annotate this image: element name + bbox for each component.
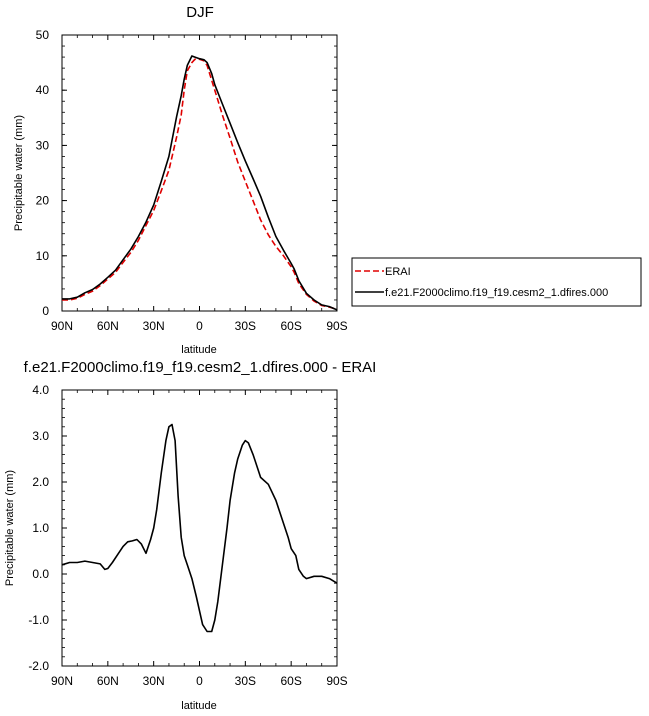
- x-tick-label: 0: [196, 674, 203, 688]
- x-axis-label: latitude: [181, 344, 216, 356]
- x-tick-label: 60N: [97, 319, 119, 333]
- y-tick-label: 3.0: [32, 429, 49, 443]
- y-tick-label: 40: [36, 83, 50, 97]
- y-tick-label: 20: [36, 194, 50, 208]
- series-group: [62, 55, 338, 311]
- legend-label-model: f.e21.F2000climo.f19_f19.cesm2_1.dfires.…: [385, 287, 608, 299]
- y-tick-label: 1.0: [32, 521, 49, 535]
- series-group: [61, 423, 338, 633]
- x-tick-label: 30S: [235, 319, 256, 333]
- y-tick-label: 30: [36, 138, 50, 152]
- y-tick-label: 50: [36, 28, 50, 42]
- legend-box: [351, 257, 642, 307]
- x-tick-label: 0: [196, 319, 203, 333]
- chart-title: f.e21.F2000climo.f19_f19.cesm2_1.dfires.…: [24, 359, 377, 376]
- legend-label-erai: ERAI: [385, 266, 411, 278]
- y-tick-label: 2.0: [32, 475, 49, 489]
- x-tick-label: 60S: [280, 674, 301, 688]
- x-axis-label: latitude: [181, 700, 216, 712]
- y-axis-label: Precipitable water (mm): [13, 115, 25, 231]
- plot-frame: [61, 389, 338, 667]
- tick-group: 90N 60N 30N 0 30S 60S 90S -2.0 -1.0 0.0 1.0 2.0 3.0 4…: [28, 383, 347, 688]
- x-tick-label: 90S: [326, 674, 347, 688]
- x-tick-label: 90N: [51, 674, 73, 688]
- y-tick-label: 4.0: [32, 383, 49, 397]
- series-line-model: [62, 55, 338, 311]
- x-tick-label: 30S: [235, 674, 256, 688]
- y-tick-label: -1.0: [28, 613, 49, 627]
- x-tick-label: 90S: [326, 319, 347, 333]
- x-tick-label: 60N: [97, 674, 119, 688]
- x-tick-label: 90N: [51, 319, 73, 333]
- chart-djf: DJF 90N 60N 30N 0 30S 60S 90S 0 10 20 30 40 50 latit…: [13, 4, 348, 356]
- chart-difference: f.e21.F2000climo.f19_f19.cesm2_1.dfires.…: [4, 359, 376, 712]
- series-line-difference: [61, 423, 338, 633]
- tick-group: 90N 60N 30N 0 30S 60S 90S 0 10 20 30 40 50: [36, 28, 348, 333]
- x-tick-label: 60S: [280, 319, 301, 333]
- chart-title: DJF: [186, 4, 214, 21]
- y-tick-label: 0: [42, 304, 49, 318]
- x-tick-label: 30N: [143, 319, 165, 333]
- x-tick-label: 30N: [143, 674, 165, 688]
- plot-frame: [61, 34, 338, 312]
- y-tick-label: -2.0: [28, 659, 49, 673]
- y-tick-label: 0.0: [32, 567, 49, 581]
- y-axis-label: Precipitable water (mm): [4, 470, 16, 586]
- y-tick-label: 10: [36, 249, 50, 263]
- legend: ERAI f.e21.F2000climo.f19_f19.cesm2_1.df…: [351, 257, 642, 307]
